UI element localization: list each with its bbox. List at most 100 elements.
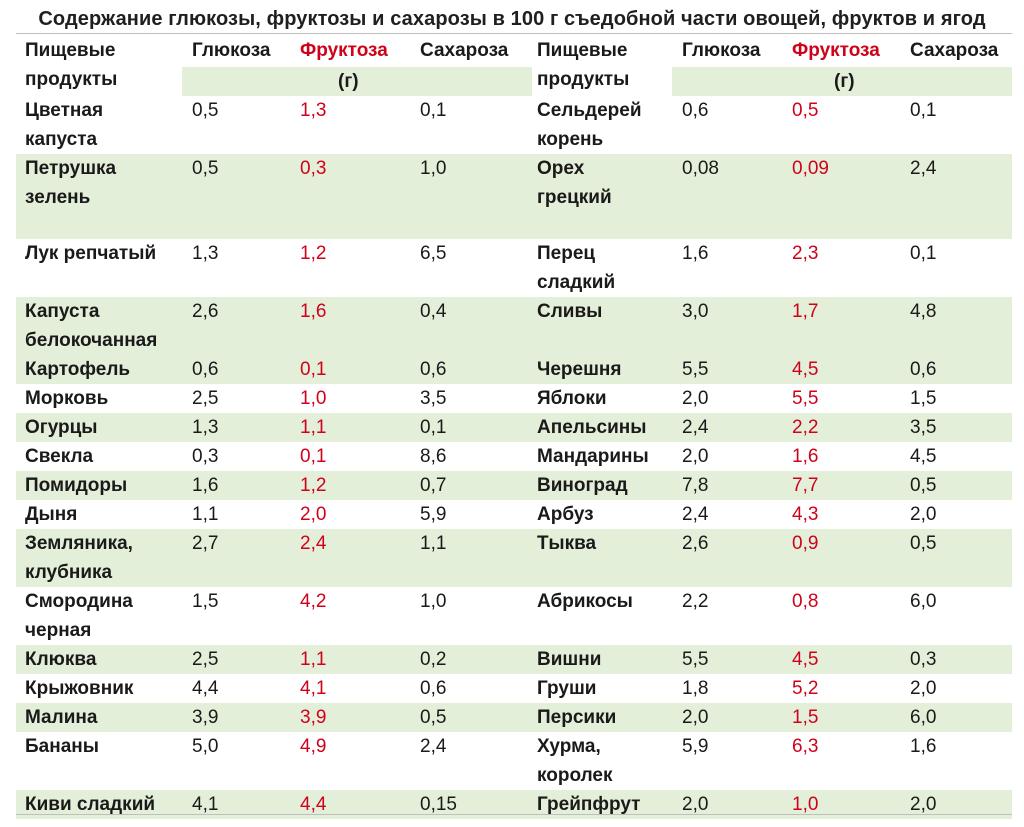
- glucose-value-right: 2,4: [682, 504, 709, 525]
- glucose-value-right: 3,0: [682, 301, 709, 322]
- header-food-left: Пищевые продукты: [25, 36, 117, 94]
- sucrose-value-right: 0,5: [910, 533, 937, 554]
- glucose-value-left: 4,1: [192, 794, 219, 815]
- sucrose-value-right: 1,6: [910, 736, 937, 757]
- glucose-value-right: 2,6: [682, 533, 709, 554]
- sucrose-value-right: 6,0: [910, 707, 937, 728]
- sucrose-value-left: 0,6: [420, 678, 447, 699]
- food-name-left: Дыня: [25, 500, 77, 529]
- fructose-value-right: 1,0: [792, 794, 819, 815]
- food-name-line: зелень: [25, 187, 91, 208]
- glucose-value-left: 2,5: [192, 649, 219, 670]
- fructose-value-right: 5,5: [792, 388, 819, 409]
- sucrose-value-right: 0,1: [910, 243, 937, 264]
- food-name-line: Бананы: [25, 736, 99, 757]
- bottom-divider: [16, 814, 1012, 815]
- fructose-value-right: 0,9: [792, 533, 819, 554]
- header-food-line1: Пищевые: [537, 40, 628, 61]
- food-name-right: Тыква: [537, 529, 596, 558]
- sucrose-value-left: 0,6: [420, 359, 447, 380]
- fructose-value-left: 4,4: [300, 794, 327, 815]
- glucose-value-right: 1,8: [682, 678, 709, 699]
- fructose-value-right: 4,5: [792, 359, 819, 380]
- header-sucrose-right: Сахароза: [910, 40, 999, 61]
- sucrose-value-right: 2,0: [910, 794, 937, 815]
- glucose-value-right: 2,2: [682, 591, 709, 612]
- unit-band-right: [672, 67, 1012, 96]
- sucrose-value-right: 4,8: [910, 301, 937, 322]
- table-row: Бананы 5,0 4,9 2,4 Хурма, королек 5,9 6,3 1,6: [16, 732, 1012, 790]
- table-row: Петрушка зелень 0,5 0,3 1,0 Орех грецкий 0,08 0,…: [16, 154, 1012, 239]
- sucrose-value-right: 0,6: [910, 359, 937, 380]
- glucose-value-left: 0,6: [192, 359, 219, 380]
- food-name-right: Апельсины: [537, 413, 646, 442]
- sucrose-value-right: 0,3: [910, 649, 937, 670]
- fructose-value-left: 2,4: [300, 533, 327, 554]
- table-row: Морковь 2,5 1,0 3,5 Яблоки 2,0 5,5 1,5: [16, 384, 1012, 413]
- food-name-right: Виноград: [537, 471, 628, 500]
- sucrose-value-right: 2,4: [910, 158, 937, 179]
- food-name-left: Малина: [25, 703, 97, 732]
- food-name-line: Мандарины: [537, 446, 649, 467]
- food-name-right: Перец сладкий: [537, 239, 615, 297]
- glucose-value-right: 2,0: [682, 388, 709, 409]
- food-name-left: Смородина черная: [25, 587, 133, 645]
- sucrose-value-left: 1,0: [420, 158, 447, 179]
- food-name-line: Яблоки: [537, 388, 607, 409]
- food-name-line: Орех: [537, 158, 585, 179]
- fructose-value-right: 0,09: [792, 158, 829, 179]
- food-name-line: Крыжовник: [25, 678, 134, 699]
- sucrose-value-left: 2,4: [420, 736, 447, 757]
- food-name-left: Бананы: [25, 732, 99, 761]
- glucose-value-left: 1,3: [192, 417, 219, 438]
- glucose-value-right: 2,0: [682, 446, 709, 467]
- food-name-line: Персики: [537, 707, 617, 728]
- title-divider: [16, 33, 1012, 34]
- food-name-line: Цветная: [25, 100, 104, 121]
- food-name-line: Абрикосы: [537, 591, 633, 612]
- sucrose-value-right: 6,0: [910, 591, 937, 612]
- fructose-value-left: 1,1: [300, 649, 327, 670]
- food-name-left: Огурцы: [25, 413, 98, 442]
- fructose-value-left: 1,6: [300, 301, 327, 322]
- food-name-line: Картофель: [25, 359, 131, 380]
- food-name-right: Персики: [537, 703, 616, 732]
- glucose-value-left: 4,4: [192, 678, 219, 699]
- sucrose-value-right: 2,0: [910, 678, 937, 699]
- table-row: Цветная капуста 0,5 1,3 0,1 Сельдерей корень 0,…: [16, 96, 1012, 154]
- food-name-right: Орех грецкий: [537, 154, 612, 212]
- glucose-value-left: 0,5: [192, 158, 219, 179]
- food-name-left: Киви сладкий: [25, 790, 155, 819]
- food-name-line: Апельсины: [537, 417, 647, 438]
- food-name-line: Сливы: [537, 301, 603, 322]
- sucrose-value-left: 0,7: [420, 475, 447, 496]
- glucose-value-left: 1,6: [192, 475, 219, 496]
- fructose-value-right: 5,2: [792, 678, 819, 699]
- food-name-line: Смородина: [25, 591, 133, 612]
- fructose-value-right: 6,3: [792, 736, 819, 757]
- glucose-value-left: 5,0: [192, 736, 219, 757]
- food-name-line: Сельдерей: [537, 100, 642, 121]
- table-row: Крыжовник 4,4 4,1 0,6 Груши 1,8 5,2 2,0: [16, 674, 1012, 703]
- sucrose-value-left: 0,15: [420, 794, 457, 815]
- sucrose-value-left: 1,1: [420, 533, 447, 554]
- fructose-value-left: 0,3: [300, 158, 327, 179]
- unit-label-left: (г): [338, 71, 359, 92]
- sucrose-value-right: 2,0: [910, 504, 937, 525]
- table-row: Малина 3,9 3,9 0,5 Персики 2,0 1,5 6,0: [16, 703, 1012, 732]
- fructose-value-right: 7,7: [792, 475, 819, 496]
- header-fructose-left: Фруктоза: [300, 40, 388, 61]
- fructose-value-left: 0,1: [300, 446, 327, 467]
- fructose-value-right: 0,8: [792, 591, 819, 612]
- food-name-line: Киви сладкий: [25, 794, 156, 815]
- header-food-right: Пищевые продукты: [537, 36, 629, 94]
- table-row: Земляника, клубника 2,7 2,4 1,1 Тыква 2,6 0,9 0,…: [16, 529, 1012, 587]
- food-name-left: Петрушка зелень: [25, 154, 116, 212]
- food-name-line: Хурма,: [537, 736, 601, 757]
- food-name-left: Цветная капуста: [25, 96, 103, 154]
- food-name-left: Капуста белокочанная: [25, 297, 157, 355]
- food-name-left: Лук репчатый: [25, 239, 156, 268]
- glucose-value-right: 5,5: [682, 359, 709, 380]
- food-name-line: Огурцы: [25, 417, 98, 438]
- food-name-right: Вишни: [537, 645, 601, 674]
